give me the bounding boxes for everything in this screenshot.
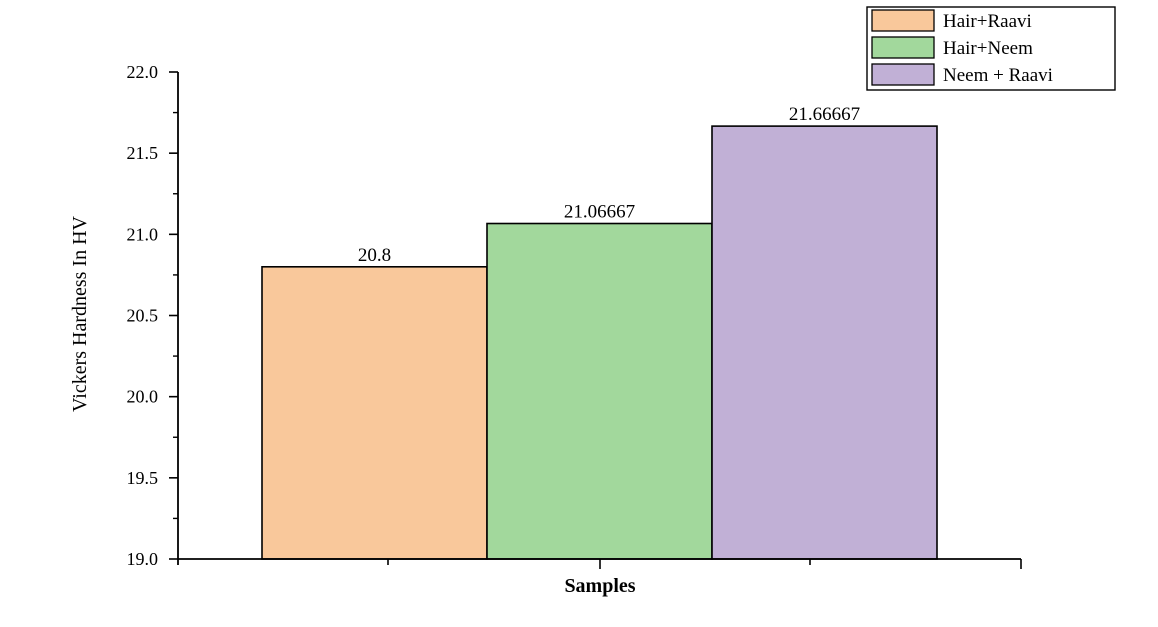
bar-neem-raavi bbox=[711, 125, 938, 560]
y-tick-label: 20.0 bbox=[127, 387, 159, 407]
data-label-hair-neem: 21.06667 bbox=[564, 202, 635, 223]
legend-swatch-neem-raavi bbox=[871, 63, 935, 86]
legend-label-neem-raavi: Neem + Raavi bbox=[943, 65, 1053, 86]
y-tick-label: 19.0 bbox=[127, 549, 159, 569]
y-tick-label: 22.0 bbox=[127, 62, 159, 82]
y-axis-title: Vickers Hardness In HV bbox=[69, 215, 91, 412]
bar-hair-neem bbox=[486, 222, 713, 560]
data-label-neem-raavi: 21.66667 bbox=[789, 104, 860, 125]
x-axis-title: Samples bbox=[564, 575, 635, 597]
y-tick-label: 19.5 bbox=[127, 468, 159, 488]
legend-swatch-hair-neem bbox=[871, 36, 935, 59]
data-labels-layer: 20.8 21.06667 21.66667 bbox=[358, 104, 860, 266]
legend-swatch-hair-raavi bbox=[871, 9, 935, 32]
legend-label-hair-neem: Hair+Neem bbox=[943, 38, 1033, 59]
y-tick-label: 21.0 bbox=[127, 224, 159, 244]
legend-label-hair-raavi: Hair+Raavi bbox=[943, 11, 1032, 32]
bars-layer bbox=[261, 125, 938, 560]
axes-layer: 19.0 19.5 20.0 20.5 21.0 21.5 22.0 bbox=[127, 62, 1022, 569]
y-tick-label: 21.5 bbox=[127, 143, 159, 163]
legend: Hair+Raavi Hair+Neem Neem + Raavi bbox=[866, 6, 1116, 91]
bar-hair-raavi bbox=[261, 265, 488, 560]
y-tick-label: 20.5 bbox=[127, 306, 159, 326]
data-label-hair-raavi: 20.8 bbox=[358, 245, 391, 266]
